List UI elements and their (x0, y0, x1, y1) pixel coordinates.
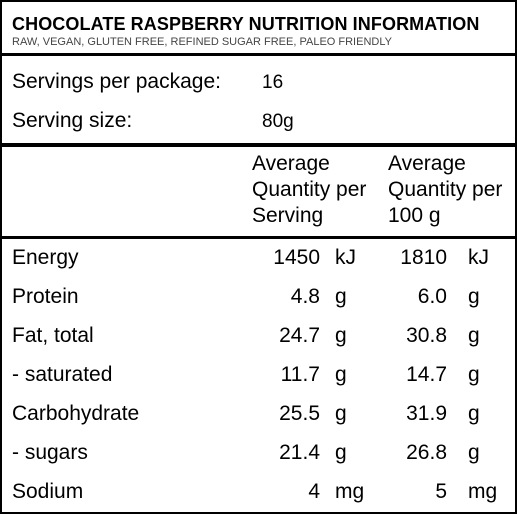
protein-per-100g: 6.0 (417, 285, 447, 308)
fat-total-per-100g: 30.8 (406, 324, 447, 347)
panel-subtitle: RAW, VEGAN, GLUTEN FREE, REFINED SUGAR F… (12, 36, 392, 48)
column-header-line: Quantity per (252, 178, 367, 201)
sugars-per-100g: 26.8 (406, 441, 447, 464)
row-label-sugars: - sugars (12, 441, 88, 464)
protein-per-serving: 4.8 (290, 285, 320, 308)
sugars-per-serving: 21.4 (279, 441, 320, 464)
column-header-line: Average (388, 152, 466, 175)
energy-per-serving: 1450 (273, 246, 320, 269)
column-header-line: Quantity per (388, 178, 503, 201)
column-header-per-100g: Average Quantity per 100 g (388, 151, 502, 229)
saturated-per-serving: 11.7 (280, 363, 320, 386)
saturated-per-100g: 14.7 (406, 363, 447, 386)
column-header-line: 100 g (388, 204, 441, 227)
carbohydrate-per-100g: 31.9 (406, 402, 447, 425)
sodium-per-100g: 5 (435, 480, 447, 503)
saturated-per-serving-unit: g (335, 363, 347, 386)
sodium-per-serving-unit: mg (335, 480, 365, 503)
carbohydrate-per-100g-unit: g (468, 402, 480, 425)
row-label-sodium: Sodium (12, 480, 84, 503)
energy-per-serving-unit: kJ (335, 246, 356, 269)
carbohydrate-per-serving-unit: g (335, 402, 347, 425)
row-label-fat-total: Fat, total (12, 324, 94, 347)
row-label-saturated: - saturated (12, 363, 113, 386)
divider-columns (2, 236, 515, 239)
protein-per-100g-unit: g (468, 285, 480, 308)
energy-per-100g-unit: kJ (468, 246, 489, 269)
panel-title: CHOCOLATE RASPBERRY NUTRITION INFORMATIO… (12, 14, 480, 34)
sugars-per-100g-unit: g (468, 441, 480, 464)
divider-header (2, 143, 515, 147)
energy-per-100g: 1810 (400, 246, 447, 269)
saturated-per-100g-unit: g (468, 363, 480, 386)
servings-per-package-label: Servings per package: (12, 70, 221, 93)
column-header-line: Serving (252, 204, 324, 227)
row-label-energy: Energy (12, 246, 79, 269)
serving-size-label: Serving size: (12, 109, 133, 132)
sodium-per-100g-unit: mg (468, 480, 498, 503)
row-label-carbohydrate: Carbohydrate (12, 402, 140, 425)
protein-per-serving-unit: g (335, 285, 347, 308)
serving-size-value: 80g (262, 111, 294, 132)
fat-total-per-serving: 24.7 (279, 324, 320, 347)
fat-total-per-100g-unit: g (468, 324, 480, 347)
sugars-per-serving-unit: g (335, 441, 347, 464)
row-label-protein: Protein (12, 285, 79, 308)
carbohydrate-per-serving: 25.5 (279, 402, 320, 425)
sodium-per-serving: 4 (308, 480, 320, 503)
fat-total-per-serving-unit: g (335, 324, 347, 347)
column-header-line: Average (252, 152, 330, 175)
servings-per-package-value: 16 (262, 72, 284, 93)
column-header-per-serving: Average Quantity per Serving (252, 151, 366, 229)
divider-top (2, 53, 515, 56)
